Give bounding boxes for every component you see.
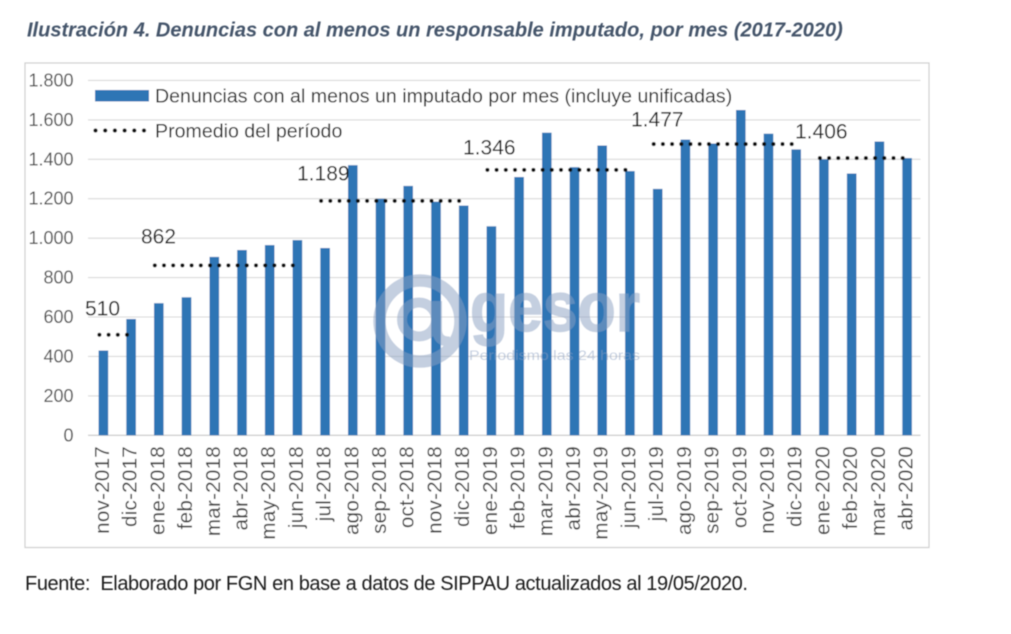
svg-text:ene-2018: ene-2018: [146, 446, 169, 535]
svg-text:Promedio del período: Promedio del período: [155, 121, 342, 143]
svg-text:Denuncias con al menos un impu: Denuncias con al menos un imputado por m…: [155, 86, 732, 108]
svg-text:510: 510: [85, 298, 120, 321]
svg-text:600: 600: [43, 307, 73, 327]
svg-text:1.189: 1.189: [297, 163, 350, 186]
svg-text:400: 400: [43, 346, 73, 366]
svg-text:ene-2020: ene-2020: [811, 446, 834, 535]
svg-text:1.477: 1.477: [631, 109, 684, 132]
svg-text:1.200: 1.200: [28, 189, 73, 209]
svg-text:800: 800: [43, 268, 73, 288]
svg-text:feb-2020: feb-2020: [839, 446, 862, 529]
svg-text:1.400: 1.400: [28, 149, 73, 169]
svg-text:oct-2019: oct-2019: [728, 446, 751, 528]
svg-text:mar-2018: mar-2018: [202, 446, 225, 536]
svg-text:gesor: gesor: [470, 268, 640, 346]
svg-text:1.406: 1.406: [795, 121, 848, 144]
svg-text:nov-2019: nov-2019: [756, 446, 779, 534]
svg-text:nov-2017: nov-2017: [91, 446, 114, 534]
svg-text:sep-2019: sep-2019: [701, 446, 724, 534]
svg-text:1.000: 1.000: [28, 228, 73, 248]
svg-text:200: 200: [43, 386, 73, 406]
svg-text:dic-2018: dic-2018: [451, 446, 474, 527]
svg-text:1.346: 1.346: [463, 137, 516, 160]
svg-text:dic-2019: dic-2019: [784, 446, 807, 527]
svg-text:0: 0: [63, 425, 73, 445]
svg-text:abr-2019: abr-2019: [562, 446, 585, 530]
svg-text:1.800: 1.800: [28, 70, 73, 90]
svg-text:ene-2019: ene-2019: [479, 446, 502, 535]
svg-text:feb-2018: feb-2018: [174, 446, 197, 529]
svg-text:Ilustración 4. Denuncias con a: Ilustración 4. Denuncias con al menos un…: [27, 20, 843, 42]
svg-text:862: 862: [141, 226, 176, 249]
svg-text:abr-2018: abr-2018: [230, 446, 253, 530]
svg-text:jun-2018: jun-2018: [285, 446, 308, 529]
svg-text:1.600: 1.600: [28, 110, 73, 130]
svg-text:feb-2019: feb-2019: [507, 446, 530, 529]
svg-text:jul-2018: jul-2018: [313, 446, 336, 522]
svg-text:Periodismo las 24 horas: Periodismo las 24 horas: [469, 348, 640, 363]
svg-text:mar-2020: mar-2020: [867, 446, 890, 536]
svg-text:dic-2017: dic-2017: [119, 446, 142, 527]
svg-text:sep-2018: sep-2018: [368, 446, 391, 534]
svg-text:nov-2018: nov-2018: [424, 446, 447, 534]
svg-text:jul-2019: jul-2019: [645, 446, 668, 522]
svg-text:ago-2019: ago-2019: [673, 446, 696, 535]
svg-text:abr-2020: abr-2020: [895, 446, 918, 530]
svg-text:may-2019: may-2019: [590, 446, 613, 540]
svg-text:mar-2019: mar-2019: [534, 446, 557, 536]
svg-text:ago-2018: ago-2018: [340, 446, 363, 535]
svg-text:may-2018: may-2018: [257, 446, 280, 540]
svg-text:Fuente: Elaborado por FGN en: Fuente: Elaborado por FGN en base a dato…: [25, 573, 748, 595]
svg-text:oct-2018: oct-2018: [396, 446, 419, 528]
svg-text:jun-2019: jun-2019: [617, 446, 640, 529]
